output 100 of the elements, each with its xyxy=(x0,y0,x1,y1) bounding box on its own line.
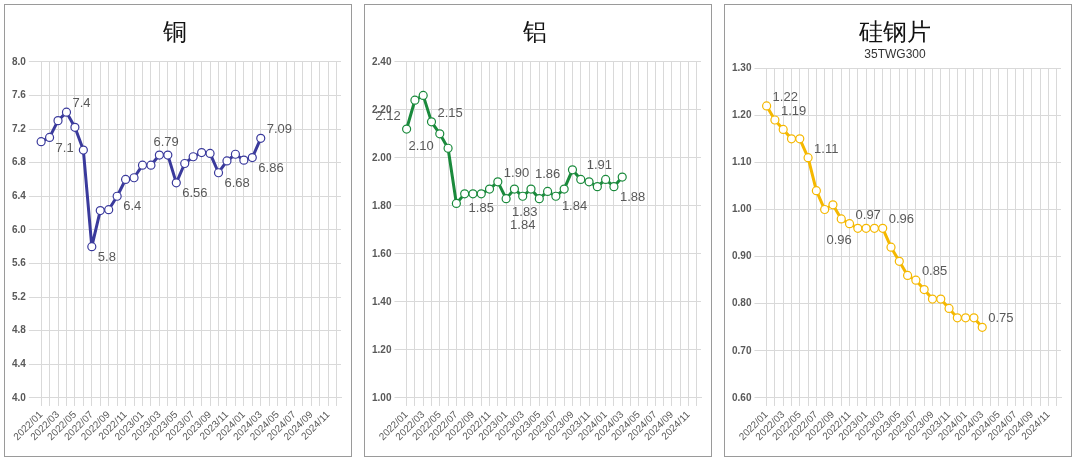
data-label: 0.96 xyxy=(826,232,852,248)
point xyxy=(78,145,88,155)
y-tick-label: 7.2 xyxy=(12,122,27,134)
point xyxy=(484,184,495,194)
y-tick-label: 0.70 xyxy=(731,344,752,356)
y-tick-label: 1.40 xyxy=(371,295,392,307)
point xyxy=(443,143,453,153)
point xyxy=(961,313,971,323)
point xyxy=(762,101,772,111)
point xyxy=(70,122,80,132)
point xyxy=(844,219,855,229)
data-label: 6.79 xyxy=(153,133,179,149)
point xyxy=(534,194,544,204)
point xyxy=(460,189,470,199)
data-label: 0.97 xyxy=(855,206,881,222)
point xyxy=(402,124,412,134)
point xyxy=(936,294,946,304)
point xyxy=(869,223,880,233)
y-tick-label: 1.20 xyxy=(731,109,752,121)
data-label: 2.15 xyxy=(437,104,463,120)
point xyxy=(53,116,63,126)
y-tick-label: 6.4 xyxy=(12,190,27,202)
data-label: 1.91 xyxy=(586,156,613,172)
point xyxy=(786,134,797,144)
y-tick-label: 1.10 xyxy=(731,156,752,168)
data-label: 1.88 xyxy=(619,188,646,204)
y-tick-label: 4.8 xyxy=(12,324,27,336)
point xyxy=(811,186,821,196)
point xyxy=(104,205,114,215)
data-label: 7.09 xyxy=(266,121,293,137)
point xyxy=(410,95,420,105)
point xyxy=(476,189,486,199)
data-label: 1.22 xyxy=(772,88,798,104)
point xyxy=(584,177,594,187)
data-label: 0.96 xyxy=(888,211,915,227)
point xyxy=(861,223,871,233)
chart-title: 铝 xyxy=(522,17,547,46)
chart-subtitle: 35TWG300 xyxy=(864,47,927,62)
point xyxy=(501,194,511,204)
y-tick-label: 4.4 xyxy=(12,358,27,370)
point xyxy=(576,174,586,185)
point xyxy=(795,134,805,144)
y-tick-label: 8.0 xyxy=(12,55,27,67)
data-label: 1.19 xyxy=(780,103,807,119)
point xyxy=(205,148,215,158)
point xyxy=(969,313,979,323)
point xyxy=(180,158,190,169)
point xyxy=(146,160,156,170)
data-label: 1.11 xyxy=(814,140,839,156)
point xyxy=(137,160,148,170)
point xyxy=(247,153,257,163)
point xyxy=(44,132,55,143)
y-tick-label: 7.6 xyxy=(12,89,27,101)
point xyxy=(171,178,181,188)
point xyxy=(493,177,503,187)
point xyxy=(418,90,428,101)
y-tick-label: 6.0 xyxy=(12,223,27,235)
point xyxy=(894,256,904,266)
point xyxy=(36,137,46,147)
point xyxy=(919,285,929,295)
y-tick-label: 1.80 xyxy=(371,199,392,211)
point xyxy=(61,107,72,117)
y-tick-label: 1.00 xyxy=(371,391,392,403)
y-tick-label: 1.30 xyxy=(731,61,752,73)
point xyxy=(820,204,830,215)
point xyxy=(911,275,921,285)
y-tick-label: 4.0 xyxy=(12,391,27,403)
point xyxy=(213,168,224,178)
y-tick-label: 1.60 xyxy=(371,247,392,259)
data-label: 1.86 xyxy=(534,165,561,181)
y-tick-label: 1.20 xyxy=(371,343,392,355)
point xyxy=(551,191,561,201)
point xyxy=(451,198,461,209)
point xyxy=(222,156,232,166)
point xyxy=(87,242,97,252)
point xyxy=(778,124,788,135)
point xyxy=(803,153,813,163)
data-label: 1.83 xyxy=(512,203,538,219)
data-label: 1.90 xyxy=(503,164,530,180)
point xyxy=(770,115,780,125)
chart-title: 硅钢片 xyxy=(858,17,931,46)
point xyxy=(977,322,987,332)
point xyxy=(95,205,105,216)
point xyxy=(435,129,445,139)
point xyxy=(853,223,863,233)
point xyxy=(952,313,962,323)
y-tick-label: 6.8 xyxy=(12,156,27,168)
point xyxy=(239,155,249,165)
point xyxy=(609,182,619,192)
y-tick-label: 0.90 xyxy=(731,250,752,262)
data-label: 7.4 xyxy=(72,95,91,111)
point xyxy=(542,186,553,197)
y-tick-label: 5.6 xyxy=(12,257,27,269)
point xyxy=(509,184,520,194)
point xyxy=(230,149,241,159)
point xyxy=(601,174,611,185)
point xyxy=(836,214,846,224)
y-tick-label: 5.2 xyxy=(12,290,27,302)
data-label: 1.85 xyxy=(468,199,494,215)
point xyxy=(567,165,578,175)
